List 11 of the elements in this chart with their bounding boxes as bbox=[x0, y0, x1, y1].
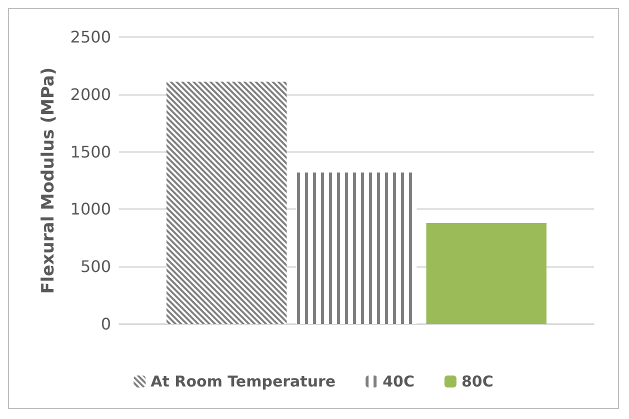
y-tick-label: 2000 bbox=[70, 84, 111, 104]
legend-label: At Room Temperature bbox=[150, 372, 336, 390]
bar bbox=[426, 222, 546, 324]
y-tick-label: 1000 bbox=[70, 200, 111, 219]
y-tick-label: 0 bbox=[100, 314, 111, 334]
y-tick-label: 2500 bbox=[70, 28, 111, 46]
y-tick-label: 500 bbox=[80, 257, 111, 276]
y-axis-title: Flexural Modulus (MPa) bbox=[38, 67, 58, 294]
y-tick-label: 1500 bbox=[70, 142, 111, 162]
legend-label: 40C bbox=[382, 372, 414, 390]
legend-label: 80C bbox=[461, 372, 494, 390]
